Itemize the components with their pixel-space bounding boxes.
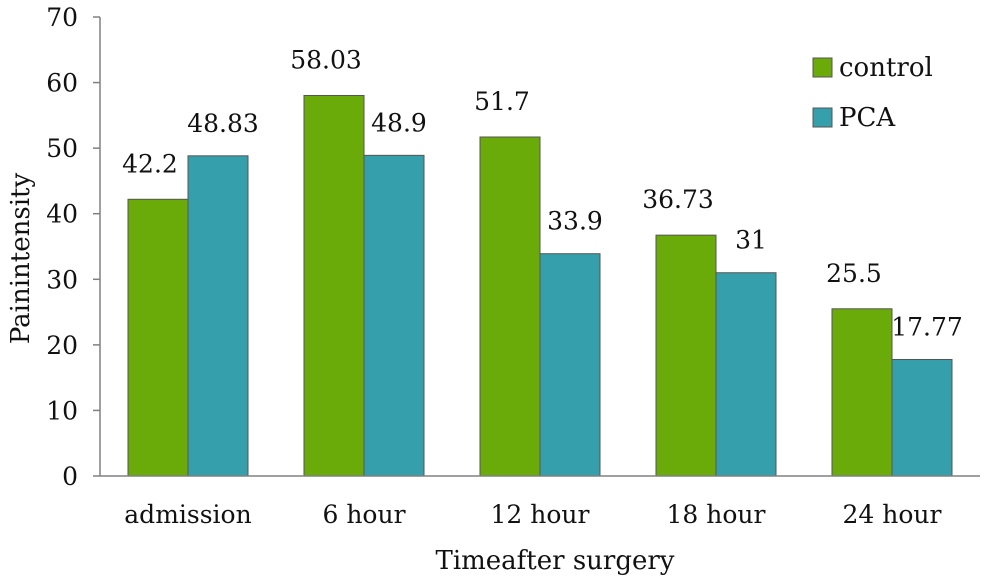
legend-swatch-control — [812, 57, 833, 78]
y-axis-title: Painintensity — [6, 173, 36, 345]
bar-pca-1 — [363, 154, 425, 477]
bar-pca-4 — [891, 358, 953, 477]
bar-control-1 — [303, 94, 365, 477]
bar-control-2 — [479, 136, 541, 477]
y-tick-label: 60 — [46, 69, 78, 98]
y-tick-label: 0 — [62, 462, 78, 491]
y-tick-label: 10 — [46, 396, 78, 425]
data-label-control-1: 58.03 — [290, 45, 362, 74]
legend-swatch-pca — [812, 107, 833, 128]
legend: control PCA — [812, 53, 933, 133]
data-label-control-2: 51.7 — [474, 87, 530, 116]
bars-group — [127, 94, 953, 477]
bar-control-4 — [831, 308, 893, 477]
x-tick-label: 18 hour — [667, 500, 766, 529]
y-tick-label: 20 — [46, 331, 78, 360]
y-tick-label: 40 — [46, 200, 78, 229]
x-axis-title: Timeafter surgery — [435, 546, 674, 576]
y-tick-label: 30 — [46, 265, 78, 294]
x-tick-label: admission — [124, 500, 251, 529]
bar-pca-2 — [539, 253, 601, 477]
data-label-control-0: 42.2 — [122, 149, 178, 178]
x-tick-label: 24 hour — [843, 500, 942, 529]
data-label-control-3: 36.73 — [642, 185, 714, 214]
data-labels-group: 42.2 48.83 58.03 48.9 51.7 33.9 36.73 31 25.5 17.… — [122, 45, 963, 341]
data-label-pca-2: 33.9 — [547, 207, 603, 236]
bar-control-0 — [127, 198, 189, 477]
legend-label-pca: PCA — [839, 103, 896, 133]
y-axis-ticks: 0 10 20 30 40 50 60 70 — [46, 3, 100, 491]
y-tick-label: 50 — [46, 134, 78, 163]
x-axis-labels: admission 6 hour 12 hour 18 hour 24 hour — [124, 500, 941, 529]
data-label-pca-1: 48.9 — [371, 108, 427, 137]
data-label-pca-4: 17.77 — [891, 312, 963, 341]
data-label-pca-0: 48.83 — [187, 109, 259, 138]
bar-pca-3 — [715, 272, 777, 477]
data-label-pca-3: 31 — [735, 226, 767, 255]
x-tick-label: 12 hour — [491, 500, 590, 529]
legend-label-control: control — [839, 53, 933, 83]
data-label-control-4: 25.5 — [826, 259, 882, 288]
bar-pca-0 — [187, 155, 249, 477]
bar-control-3 — [655, 234, 717, 477]
x-tick-label: 6 hour — [322, 500, 405, 529]
y-tick-label: 70 — [46, 3, 78, 32]
